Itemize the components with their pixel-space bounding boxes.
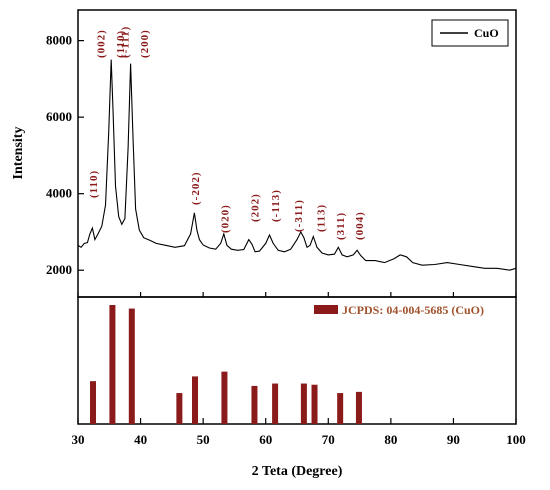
peak-label: (311): [335, 212, 347, 240]
peak-label: (002): [95, 29, 107, 58]
peak-label: (-311): [293, 199, 305, 232]
bar: [251, 385, 258, 424]
bar: [272, 383, 279, 424]
x-tick-label: 80: [384, 432, 397, 447]
jcpds-bars: [90, 305, 362, 424]
bottom-x-axis-ticks: 30 40 50 60 70 80 90 100: [72, 292, 526, 447]
bar: [355, 391, 362, 424]
x-tick-label: 100: [506, 432, 526, 447]
series-line-cuo: [77, 59, 517, 271]
peak-label: (200): [139, 29, 151, 58]
peak-label: (020): [219, 204, 231, 233]
bottom-legend-label: JCPDS: 04-004-5685 (CuO): [342, 303, 484, 317]
x-tick-label: 60: [259, 432, 272, 447]
top-legend-label: CuO: [474, 26, 499, 40]
bar: [300, 383, 307, 424]
bar: [109, 305, 116, 424]
bottom-panel-frame: [77, 296, 517, 425]
peak-label: (110): [88, 170, 100, 198]
peak-label: (110): [115, 30, 127, 58]
peak-labels: (110)(002) (-111)(110) (200)(-202)(020) (20…: [88, 26, 366, 240]
top-legend: CuO: [431, 19, 509, 47]
x-tick-label: 90: [447, 432, 460, 447]
peak-label: (113): [316, 204, 328, 232]
y-tick-label: 4000: [46, 186, 72, 201]
bar: [311, 384, 318, 424]
top-y-axis-ticks: 2000 4000 6000 8000: [46, 33, 84, 277]
bottom-legend-swatch: [314, 305, 338, 314]
x-axis-label: 2 Teta (Degree): [252, 464, 343, 479]
x-tick-label: 50: [197, 432, 210, 447]
y-tick-label: 8000: [46, 33, 72, 48]
peak-label: (004): [354, 211, 366, 240]
bar: [221, 371, 228, 424]
peak-label: (202): [249, 193, 261, 222]
x-tick-label: 70: [322, 432, 335, 447]
peak-label: (-202): [190, 172, 202, 206]
y-axis-label: Intensity: [11, 127, 26, 180]
peak-label: (-113): [270, 189, 282, 222]
bar: [90, 381, 97, 424]
x-tick-label: 30: [72, 432, 85, 447]
peak-label: (-111): [119, 26, 131, 58]
y-tick-label: 6000: [46, 109, 72, 124]
y-tick-label: 2000: [46, 262, 72, 277]
bar: [128, 308, 135, 424]
bar: [337, 393, 344, 424]
bottom-legend: JCPDS: 04-004-5685 (CuO): [314, 303, 484, 317]
bar: [192, 376, 199, 424]
x-tick-label: 40: [134, 432, 147, 447]
bar: [176, 393, 183, 424]
